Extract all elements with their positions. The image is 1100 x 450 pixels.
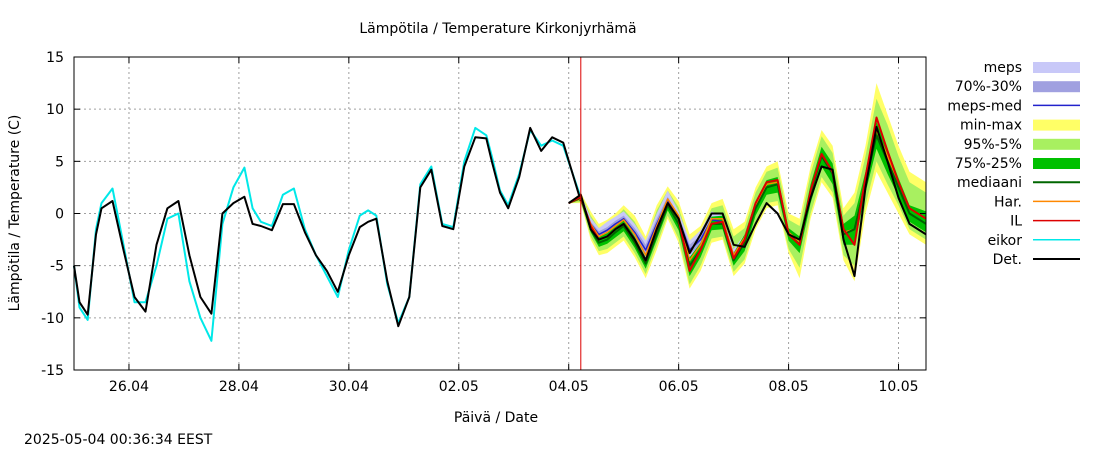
legend-label-eikor: eikor xyxy=(988,233,1023,249)
forecast-bands xyxy=(568,83,926,289)
legend-label-har: Har. xyxy=(994,194,1022,210)
x-tick-label: 02.05 xyxy=(439,379,479,395)
x-tick-label: 28.04 xyxy=(219,379,259,395)
x-tick-label: 26.04 xyxy=(109,379,149,395)
y-tick-label: 15 xyxy=(46,50,64,66)
y-tick-label: 5 xyxy=(55,154,64,170)
legend-swatch-p95_5 xyxy=(1033,138,1080,150)
x-axis-label: Päivä / Date xyxy=(454,410,538,426)
legend-label-p70_30: 70%-30% xyxy=(955,79,1022,95)
x-axis-ticks: 26.04 28.04 30.04 02.05 04.05 06.05 08.05 10.05 xyxy=(109,57,919,395)
legend-swatch-meps xyxy=(1033,62,1080,73)
legend-label-min_max: min-max xyxy=(960,118,1022,134)
legend-label-p75_25: 75%-25% xyxy=(955,156,1022,172)
series-det-forecast xyxy=(568,125,927,278)
x-tick-label: 04.05 xyxy=(549,379,589,395)
legend: meps 70%-30% meps-med min-max 95%-5% 75%-25% m… xyxy=(947,60,1080,268)
series-det-observed xyxy=(73,126,582,328)
y-axis-ticks: -15 -10 -5 0 5 10 15 xyxy=(41,50,926,379)
legend-label-p95_5: 95%-5% xyxy=(964,137,1022,153)
legend-label-il: IL xyxy=(1010,214,1022,230)
timestamp: 2025-05-04 00:36:34 EEST xyxy=(24,432,213,448)
band-min-max xyxy=(568,83,926,289)
series-eikor-observed xyxy=(73,126,582,342)
y-tick-label: 0 xyxy=(55,207,64,223)
x-tick-label: 08.05 xyxy=(769,379,809,395)
legend-swatch-min_max xyxy=(1033,119,1080,131)
y-tick-label: 10 xyxy=(46,102,64,118)
series-lines xyxy=(73,116,927,342)
legend-label-mediaani: mediaani xyxy=(957,175,1022,191)
legend-label-det: Det. xyxy=(993,252,1022,268)
grid xyxy=(74,57,926,370)
legend-swatch-p70_30 xyxy=(1033,81,1080,93)
y-tick-label: -15 xyxy=(41,363,64,379)
x-tick-label: 10.05 xyxy=(878,379,918,395)
y-tick-label: -10 xyxy=(41,311,64,327)
x-tick-label: 30.04 xyxy=(329,379,369,395)
x-tick-label: 06.05 xyxy=(659,379,699,395)
legend-label-meps: meps xyxy=(984,60,1022,76)
legend-label-meps_med: meps-med xyxy=(947,98,1022,114)
y-tick-label: -5 xyxy=(50,259,64,275)
chart-title: Lämpötila / Temperature Kirkonjyrhämä xyxy=(359,21,636,37)
y-axis-label: Lämpötila / Temperature (C) xyxy=(7,115,23,312)
band-95-5 xyxy=(568,98,926,285)
legend-swatch-p75_25 xyxy=(1033,158,1080,169)
